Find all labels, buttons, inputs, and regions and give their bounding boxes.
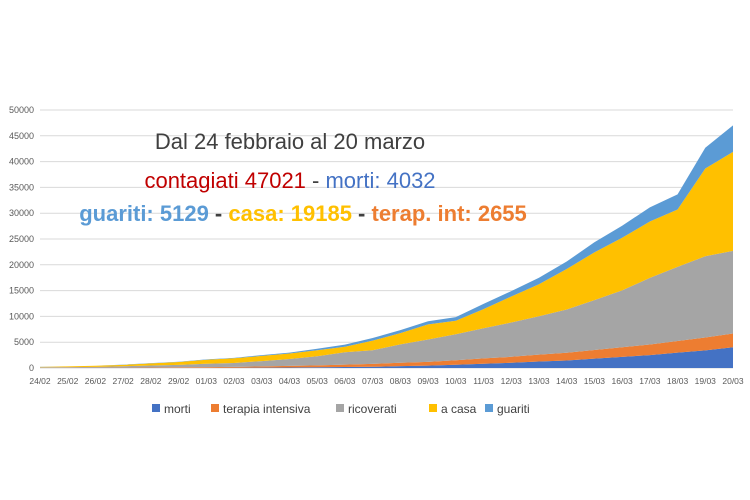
annotation-segment: - xyxy=(209,201,229,226)
x-tick-label: 14/03 xyxy=(556,376,578,386)
legend: morti terapia intensiva ricoverati a casa gu… xyxy=(152,402,530,416)
annotation-segment: terap. int: 2655 xyxy=(372,201,527,226)
area-ricoverati xyxy=(40,250,733,368)
annotation-segment: - xyxy=(306,168,326,193)
annotation-line-2: contagiati 47021 - morti: 4032 xyxy=(144,168,435,193)
area-a-casa xyxy=(40,151,733,368)
area-terapia-intensiva xyxy=(40,333,733,368)
y-tick-label: 50000 xyxy=(9,105,34,115)
annotation-segment: morti: 4032 xyxy=(325,168,435,193)
x-tick-label: 27/02 xyxy=(113,376,135,386)
axes: 0 5000 10000 15000 20000 25000 30000 35000 40000… xyxy=(9,105,744,386)
legend-swatch-a-casa xyxy=(429,404,437,412)
x-tick-label: 12/03 xyxy=(501,376,523,386)
x-tick-label: 17/03 xyxy=(639,376,661,386)
x-tick-label: 10/03 xyxy=(445,376,467,386)
x-tick-label: 06/03 xyxy=(334,376,356,386)
legend-swatch-ricoverati xyxy=(336,404,344,412)
y-tick-label: 20000 xyxy=(9,260,34,270)
grid xyxy=(40,109,733,369)
area-guariti xyxy=(40,125,733,367)
x-tick-label: 20/03 xyxy=(722,376,744,386)
y-tick-label: 40000 xyxy=(9,157,34,167)
y-tick-label: 5000 xyxy=(14,337,34,347)
annotation-segment: guariti: 5129 xyxy=(79,201,209,226)
x-tick-label: 28/02 xyxy=(140,376,162,386)
annotation-line-3: guariti: 5129 - casa: 19185 - terap. int… xyxy=(79,201,527,226)
annotation-segment: contagiati 47021 xyxy=(144,168,305,193)
x-tick-label: 01/03 xyxy=(196,376,218,386)
x-tick-label: 04/03 xyxy=(279,376,301,386)
y-tick-label: 10000 xyxy=(9,311,34,321)
x-tick-label: 13/03 xyxy=(528,376,550,386)
annotation-segment: casa: 19185 xyxy=(228,201,352,226)
x-tick-label: 03/03 xyxy=(251,376,273,386)
legend-label-terapia-intensiva: terapia intensiva xyxy=(223,402,311,416)
legend-label-a-casa: a casa xyxy=(441,402,477,416)
annotation-line-1: Dal 24 febbraio al 20 marzo xyxy=(155,129,425,154)
x-tick-label: 02/03 xyxy=(223,376,245,386)
y-tick-label: 35000 xyxy=(9,182,34,192)
x-tick-label: 18/03 xyxy=(667,376,689,386)
legend-swatch-guariti xyxy=(485,404,493,412)
legend-swatch-morti xyxy=(152,404,160,412)
y-tick-label: 0 xyxy=(29,363,34,373)
area-morti xyxy=(40,347,733,368)
x-tick-label: 05/03 xyxy=(307,376,329,386)
x-tick-label: 07/03 xyxy=(362,376,384,386)
x-tick-label: 11/03 xyxy=(473,376,494,386)
legend-swatch-terapia-intensiva xyxy=(211,404,219,412)
x-tick-label: 25/02 xyxy=(57,376,79,386)
y-tick-label: 15000 xyxy=(9,286,34,296)
x-tick-label: 26/02 xyxy=(85,376,107,386)
x-tick-label: 24/02 xyxy=(29,376,51,386)
y-tick-label: 30000 xyxy=(9,208,34,218)
y-tick-label: 25000 xyxy=(9,234,34,244)
annotation-segment: - xyxy=(352,201,372,226)
x-tick-label: 29/02 xyxy=(168,376,190,386)
plot-area xyxy=(40,125,733,368)
annotation: Dal 24 febbraio al 20 marzo contagiati 4… xyxy=(79,129,527,226)
legend-label-guariti: guariti xyxy=(497,402,530,416)
legend-label-morti: morti xyxy=(164,402,191,416)
x-tick-label: 16/03 xyxy=(611,376,633,386)
x-tick-label: 15/03 xyxy=(584,376,606,386)
x-tick-label: 09/03 xyxy=(417,376,439,386)
x-tick-label: 08/03 xyxy=(390,376,412,386)
x-tick-label: 19/03 xyxy=(695,376,717,386)
legend-label-ricoverati: ricoverati xyxy=(348,402,397,416)
y-tick-label: 45000 xyxy=(9,131,34,141)
